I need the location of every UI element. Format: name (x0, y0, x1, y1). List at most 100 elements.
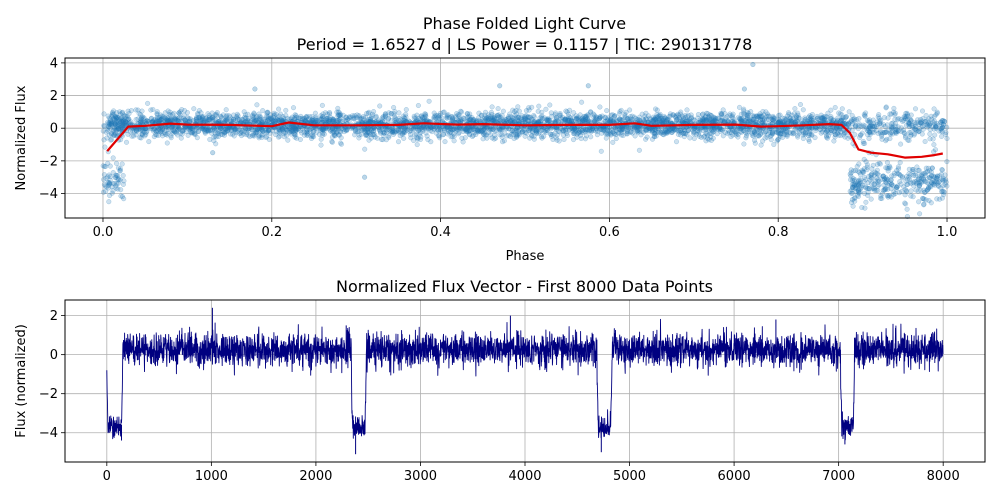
scatter-point (771, 141, 777, 148)
scatter-point (109, 190, 115, 196)
scatter-point (552, 125, 558, 131)
scatter-point (511, 109, 518, 115)
scatter-point (352, 128, 358, 134)
scatter-point (169, 128, 175, 134)
scatter-point (691, 126, 697, 132)
scatter-point (784, 133, 790, 139)
scatter-point (906, 120, 912, 126)
scatter-point (213, 141, 219, 147)
scatter-point (433, 130, 439, 136)
scatter-point (590, 127, 596, 133)
scatter-point (731, 118, 737, 124)
scatter-point (442, 126, 448, 132)
scatter-point (594, 126, 600, 132)
scatter-point (511, 135, 517, 142)
scatter-point (582, 136, 588, 142)
scatter-point (735, 134, 741, 140)
scatter-point (170, 127, 176, 133)
scatter-point (242, 112, 249, 118)
scatter-point (929, 165, 935, 171)
scatter-point (605, 117, 611, 123)
scatter-point (437, 113, 443, 119)
scatter-point (363, 132, 369, 138)
scatter-point (144, 118, 151, 124)
scatter-point (362, 126, 368, 132)
scatter-point (107, 118, 113, 124)
scatter-point (712, 118, 718, 124)
scatter-point (821, 113, 827, 120)
scatter-outlier (497, 83, 503, 89)
scatter-point (154, 112, 160, 118)
scatter-point (111, 116, 117, 122)
scatter-point (862, 140, 868, 147)
scatter-point (190, 125, 196, 131)
scatter-point (335, 109, 342, 115)
scatter-point (776, 120, 782, 126)
scatter-point (839, 106, 845, 112)
scatter-outlier (362, 174, 368, 180)
scatter-point (309, 132, 315, 138)
scatter-point (905, 137, 911, 143)
scatter-point (114, 121, 120, 127)
scatter-point (881, 182, 887, 188)
scatter-point (618, 107, 624, 113)
scatter-point (110, 128, 116, 134)
scatter-point (363, 114, 369, 120)
scatter-point (423, 111, 429, 117)
chart1-x-tick-label: 0.2 (261, 225, 282, 240)
scatter-point (533, 128, 539, 134)
scatter-point (579, 128, 585, 134)
scatter-point (579, 99, 585, 105)
scatter-point (276, 117, 282, 123)
scatter-point (849, 197, 855, 203)
scatter-point (708, 118, 714, 124)
scatter-point (904, 188, 910, 194)
scatter-point (622, 114, 628, 121)
scatter-point (902, 114, 908, 120)
scatter-point (745, 112, 751, 118)
scatter-point (807, 113, 813, 119)
scatter-point (411, 137, 417, 144)
chart2-x-tick-label: 1000 (195, 469, 228, 484)
scatter-point (627, 114, 633, 120)
scatter-point (797, 101, 804, 108)
scatter-point (266, 127, 272, 133)
scatter-point (499, 127, 505, 133)
scatter-point (899, 189, 905, 195)
scatter-point (353, 129, 359, 135)
scatter-point (107, 180, 113, 186)
scatter-point (526, 105, 532, 111)
scatter-point (516, 114, 522, 120)
scatter-point (321, 131, 327, 137)
scatter-point (285, 137, 291, 143)
scatter-point (537, 129, 543, 135)
scatter-point (480, 127, 486, 133)
scatter-point (125, 108, 131, 114)
scatter-point (867, 125, 873, 131)
scatter-outlier (741, 86, 747, 92)
chart1-x-tick-label: 0.4 (430, 225, 451, 240)
scatter-point (292, 132, 298, 138)
scatter-point (864, 185, 870, 191)
chart2-y-tick-label: −2 (39, 387, 58, 402)
scatter-point (665, 116, 671, 122)
scatter-point (749, 113, 755, 119)
scatter-point (598, 148, 604, 154)
scatter-point (656, 115, 662, 122)
scatter-point (794, 132, 801, 138)
scatter-point (903, 201, 909, 207)
scatter-point (172, 129, 178, 135)
scatter-point (665, 129, 671, 135)
scatter-point (547, 102, 553, 108)
scatter-point (879, 136, 885, 142)
scatter-point (863, 199, 869, 205)
scatter-point (775, 120, 781, 126)
scatter-point (703, 118, 709, 124)
chart1-title: Phase Folded Light Curve (423, 14, 626, 33)
scatter-point (255, 126, 261, 132)
scatter-point (159, 126, 165, 132)
scatter-point (812, 135, 818, 141)
scatter-point (941, 122, 947, 128)
scatter-point (527, 115, 533, 121)
scatter-point (911, 172, 917, 178)
